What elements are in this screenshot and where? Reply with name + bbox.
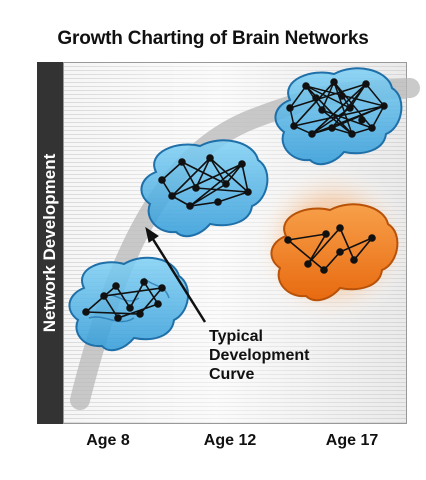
annotation-line: Development	[209, 347, 310, 364]
annotation-line: Curve	[209, 366, 255, 383]
x-axis-label-age-17: Age 17	[325, 432, 379, 449]
network-graph	[82, 278, 166, 322]
atypical-brain-icon	[270, 203, 399, 302]
arrow	[145, 226, 207, 323]
x-axis-label-age-12: Age 12	[203, 432, 257, 449]
curve-annotation: Typical Development Curve	[209, 327, 309, 384]
network-graph	[284, 224, 376, 274]
brain-icon	[140, 139, 269, 238]
y-axis-label-bar	[37, 62, 63, 424]
x-axis-label-age-8: Age 8	[86, 432, 130, 449]
brain-icon	[68, 256, 189, 352]
network-graph	[286, 78, 388, 138]
annotation-line: Typical	[209, 328, 263, 345]
brain-icon	[274, 67, 403, 166]
chart-title: Growth Charting of Brain Networks	[57, 28, 369, 49]
network-graph	[158, 154, 252, 210]
